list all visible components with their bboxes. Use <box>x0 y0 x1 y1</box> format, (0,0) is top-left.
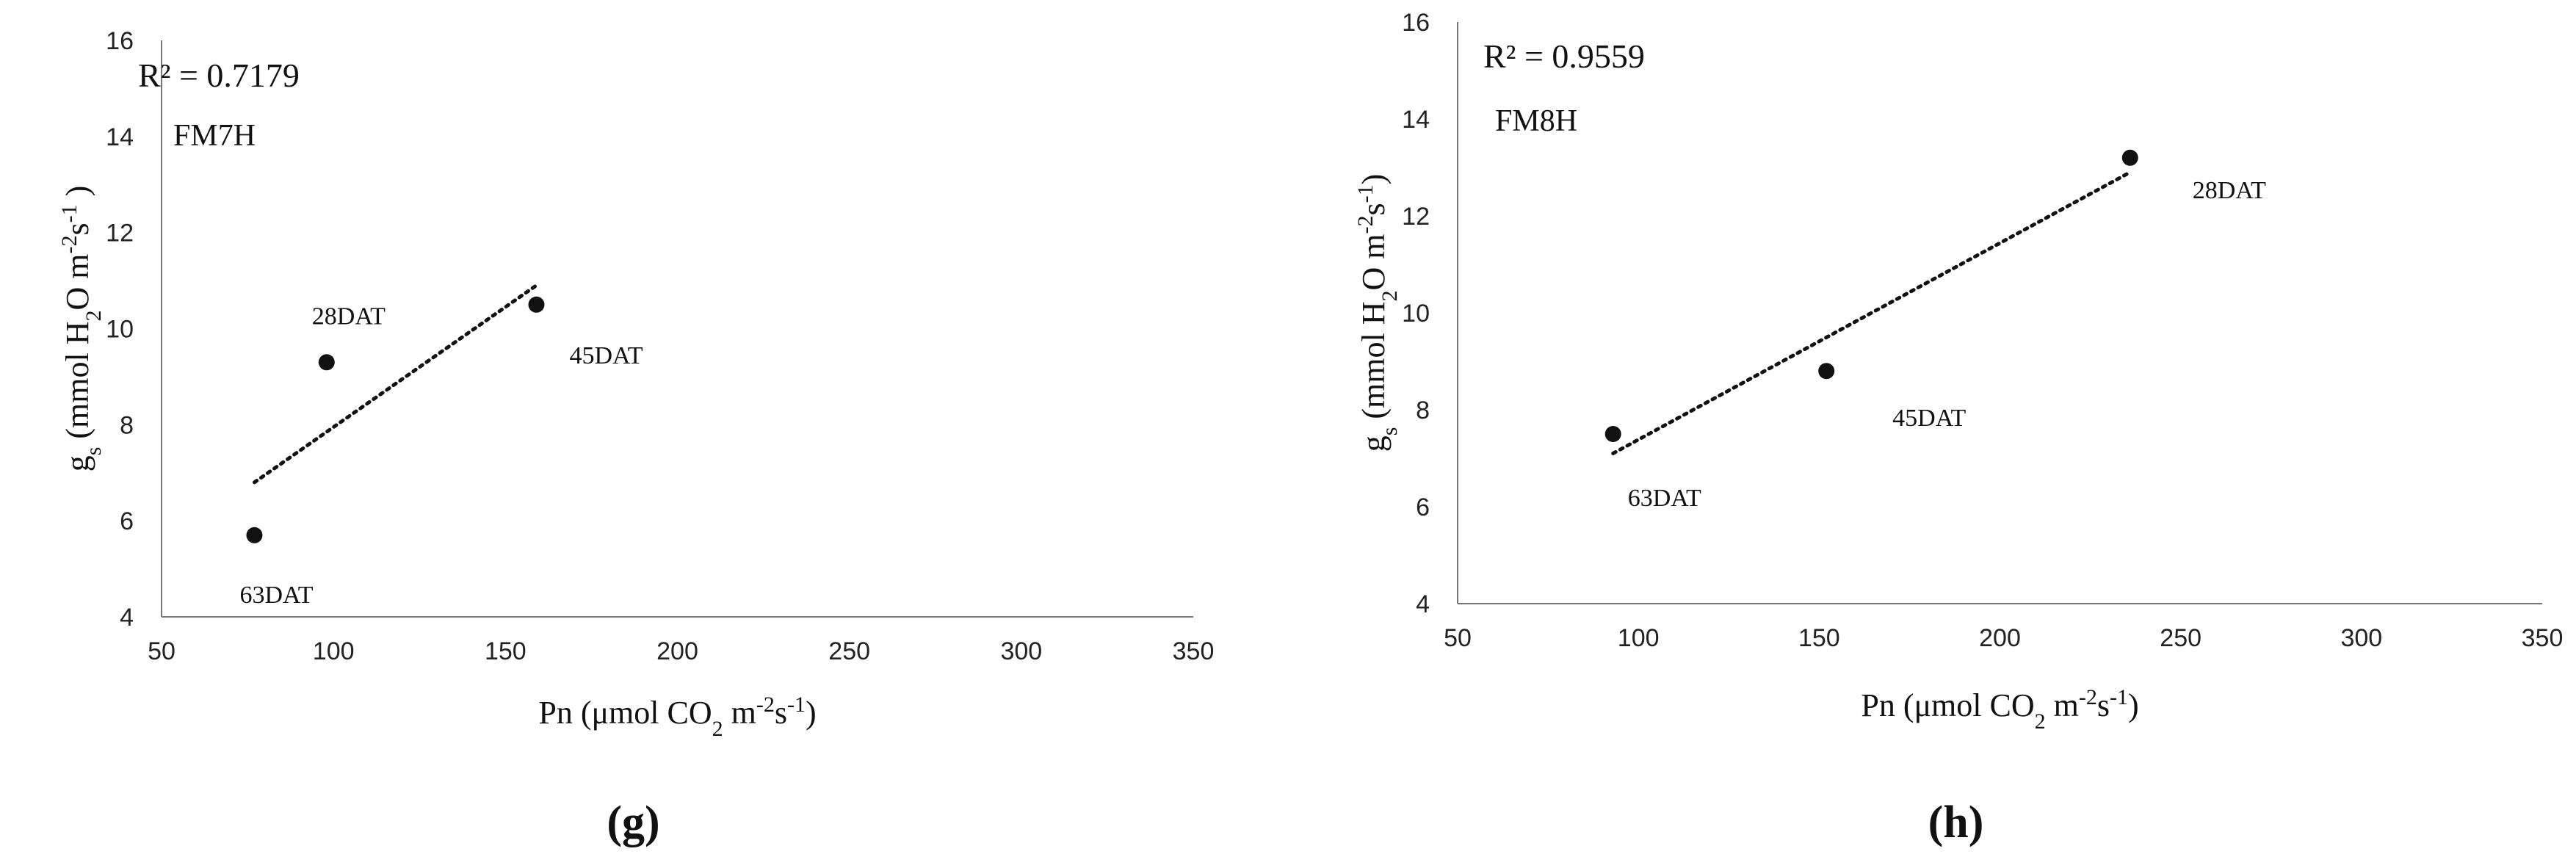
y-tick-label: 4 <box>120 604 134 632</box>
data-point <box>318 354 335 371</box>
y-tick-label: 16 <box>106 27 134 55</box>
x-tick-label: 350 <box>1173 637 1215 665</box>
y-tick-label: 12 <box>1402 203 1430 231</box>
r-squared-label: R² = 0.9559 <box>1483 37 1645 75</box>
y-tick-label: 6 <box>1416 493 1430 521</box>
point-label: 45DAT <box>1892 405 1966 432</box>
y-tick-label: 14 <box>106 123 134 151</box>
data-point <box>1604 426 1621 442</box>
r-squared-label: R² = 0.7179 <box>138 57 300 94</box>
point-label: 63DAT <box>239 582 313 609</box>
x-tick-label: 50 <box>148 637 176 665</box>
x-tick-label: 100 <box>313 637 355 665</box>
x-tick-label: 200 <box>656 637 698 665</box>
x-axis-title: Pn (μmol CO2 m-2s-1) <box>1861 685 2138 734</box>
point-label: 63DAT <box>1628 485 1701 512</box>
x-tick-label: 300 <box>2340 624 2382 652</box>
point-label: 28DAT <box>2193 177 2266 204</box>
x-tick-label: 150 <box>1798 624 1840 652</box>
y-tick-label: 10 <box>106 316 134 344</box>
x-axis-title: Pn (μmol CO2 m-2s-1) <box>538 692 816 741</box>
point-label: 28DAT <box>312 303 386 330</box>
y-tick-label: 12 <box>106 220 134 247</box>
trendline <box>252 283 538 485</box>
y-tick-label: 14 <box>1402 106 1430 134</box>
x-tick-label: 250 <box>2160 624 2201 652</box>
chart-panel-h: 50 100 150 200 250 300 350 4 6 8 10 12 14 16 28DAT 45DA… <box>1353 9 2564 847</box>
series-name-label: FM7H <box>173 119 256 153</box>
y-tick-label: 8 <box>120 411 134 439</box>
y-tick-label: 4 <box>1416 590 1430 618</box>
y-tick-label: 6 <box>120 507 134 535</box>
y-tick-label: 16 <box>1402 9 1430 37</box>
point-label: 45DAT <box>569 342 643 369</box>
data-point <box>2121 149 2138 166</box>
data-point <box>528 296 545 313</box>
trendline <box>1611 170 2132 455</box>
x-tick-label: 350 <box>2522 624 2564 652</box>
panel-label: (g) <box>607 798 659 847</box>
y-axis-title: gs (mmol H2O m-2s-1) <box>1353 174 1402 452</box>
x-tick-label: 50 <box>1444 624 1472 652</box>
x-tick-label: 100 <box>1618 624 1660 652</box>
x-tick-label: 150 <box>485 637 527 665</box>
y-tick-label: 10 <box>1402 300 1430 328</box>
chart-panel-g: 50 100 150 200 250 300 350 4 6 8 10 12 14 16 28DAT 45DA… <box>57 27 1215 847</box>
y-axis-title: gs (mmol H2O m-2s-1 ) <box>57 186 106 472</box>
data-point <box>1818 363 1835 380</box>
data-point <box>246 527 263 543</box>
x-tick-label: 250 <box>828 637 870 665</box>
series-name-label: FM8H <box>1495 104 1577 138</box>
y-tick-label: 8 <box>1416 397 1430 424</box>
x-tick-label: 200 <box>1979 624 2021 652</box>
x-tick-label: 300 <box>1000 637 1042 665</box>
panel-label: (h) <box>1928 798 1984 847</box>
